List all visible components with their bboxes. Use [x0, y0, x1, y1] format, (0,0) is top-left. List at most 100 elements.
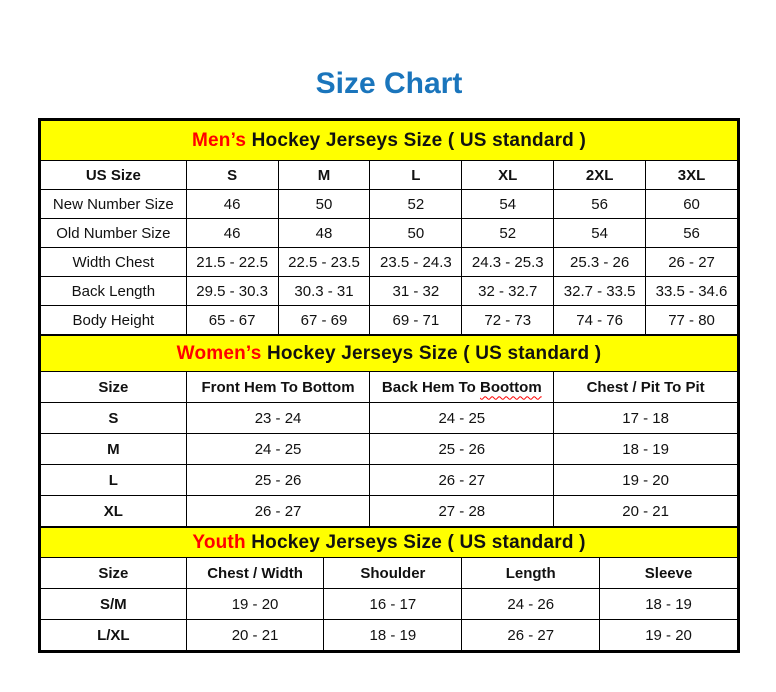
table-cell: 65 - 67: [185, 305, 279, 335]
table-cell: 26 - 27: [645, 247, 738, 277]
table-row: New Number Size 46 50 52 54 56 60: [40, 189, 738, 219]
size-table-womens: Women’s Hockey Jerseys Size ( US standar…: [40, 335, 738, 527]
table-cell: 54: [553, 218, 647, 248]
mens-band-row: Men’s Hockey Jerseys Size ( US standard …: [40, 120, 738, 161]
table-cell: 30.3 - 31: [277, 276, 371, 306]
table-cell: 52: [369, 189, 463, 219]
womens-band-row: Women’s Hockey Jerseys Size ( US standar…: [40, 335, 738, 372]
table-cell: 69 - 71: [369, 305, 463, 335]
table-cell: 17 - 18: [553, 402, 738, 434]
table-cell: 23 - 24: [185, 402, 371, 434]
table-row: L 25 - 26 26 - 27 19 - 20: [40, 464, 738, 496]
table-cell: 67 - 69: [277, 305, 371, 335]
table-cell: 25 - 26: [185, 464, 371, 496]
table-cell: 18 - 19: [553, 433, 738, 465]
table-cell: 77 - 80: [645, 305, 738, 335]
row-label: Old Number Size: [40, 218, 187, 248]
table-row: Old Number Size 46 48 50 52 54 56: [40, 218, 738, 248]
table-row: XL 26 - 27 27 - 28 20 - 21: [40, 495, 738, 527]
column-header: Chest / Width: [185, 557, 325, 589]
table-cell: 20 - 21: [553, 495, 738, 527]
table-cell: 48: [277, 218, 371, 248]
table-cell: 27 - 28: [369, 495, 555, 527]
table-cell: 26 - 27: [185, 495, 371, 527]
column-header: US Size: [40, 160, 187, 190]
table-cell: 18 - 19: [323, 619, 463, 651]
column-header: Front Hem To Bottom: [185, 371, 371, 403]
table-cell: 60: [645, 189, 738, 219]
table-cell: 16 - 17: [323, 588, 463, 620]
table-row: S/M 19 - 20 16 - 17 24 - 26 18 - 19: [40, 588, 738, 620]
table-cell: 24 - 26: [461, 588, 601, 620]
table-cell: 18 - 19: [599, 588, 738, 620]
table-cell: 24.3 - 25.3: [461, 247, 555, 277]
table-cell: 21.5 - 22.5: [185, 247, 279, 277]
table-cell: 33.5 - 34.6: [645, 276, 738, 306]
table-cell: 26 - 27: [369, 464, 555, 496]
row-label: XL: [40, 495, 187, 527]
page-title: Size Chart: [315, 67, 463, 100]
table-cell: 52: [461, 218, 555, 248]
table-cell: 19 - 20: [553, 464, 738, 496]
column-header: 2XL: [553, 160, 647, 190]
womens-header-rest: Hockey Jerseys Size ( US standard ): [261, 342, 602, 364]
column-header: Sleeve: [599, 557, 738, 589]
table-cell: 26 - 27: [461, 619, 601, 651]
table-cell: 32.7 - 33.5: [553, 276, 647, 306]
table-cell: 32 - 32.7: [461, 276, 555, 306]
table-cell: 56: [553, 189, 647, 219]
table-cell: 22.5 - 23.5: [277, 247, 371, 277]
table-cell: 25 - 26: [369, 433, 555, 465]
table-row: M 24 - 25 25 - 26 18 - 19: [40, 433, 738, 465]
table-cell: 19 - 20: [599, 619, 738, 651]
row-label: L/XL: [40, 619, 187, 651]
youth-section-header: Youth Hockey Jerseys Size ( US standard …: [40, 527, 738, 558]
row-label: S/M: [40, 588, 187, 620]
table-cell: 74 - 76: [553, 305, 647, 335]
row-label: Body Height: [40, 305, 187, 335]
row-label: New Number Size: [40, 189, 187, 219]
document-body: Size Chart Men’s Hockey Jerseys Size ( U…: [38, 0, 740, 653]
table-cell: 50: [277, 189, 371, 219]
column-header: Back Hem To Boottom: [369, 371, 555, 403]
row-label: L: [40, 464, 187, 496]
size-table-youth-body: Youth Hockey Jerseys Size ( US standard …: [40, 527, 738, 651]
table-cell: 25.3 - 26: [553, 247, 647, 277]
column-header: Length: [461, 557, 601, 589]
table-row: Width Chest 21.5 - 22.5 22.5 - 23.5 23.5 - …: [40, 247, 738, 277]
column-header: Shoulder: [323, 557, 463, 589]
column-header: S: [185, 160, 279, 190]
mens-header-highlight: Men’s: [192, 129, 247, 151]
table-cell: 23.5 - 24.3: [369, 247, 463, 277]
youth-header-highlight: Youth: [192, 531, 246, 553]
table-cell: 31 - 32: [369, 276, 463, 306]
youth-band-row: Youth Hockey Jerseys Size ( US standard …: [40, 527, 738, 558]
table-cell: 29.5 - 30.3: [185, 276, 279, 306]
column-header: 3XL: [645, 160, 738, 190]
table-cell: 24 - 25: [369, 402, 555, 434]
womens-column-header-row: Size Front Hem To Bottom Back Hem To Boott…: [40, 371, 738, 403]
womens-header-highlight: Women’s: [176, 342, 262, 364]
mens-column-header-row: US Size S M L XL 2XL 3XL: [40, 160, 738, 190]
size-table-youth: Youth Hockey Jerseys Size ( US standard …: [40, 527, 738, 651]
size-table-mens: Men’s Hockey Jerseys Size ( US standard …: [40, 120, 738, 335]
table-row: Body Height 65 - 67 67 - 69 69 - 71 72 - 73 7…: [40, 305, 738, 335]
row-label: Back Length: [40, 276, 187, 306]
table-cell: 19 - 20: [185, 588, 325, 620]
table-row: S 23 - 24 24 - 25 17 - 18: [40, 402, 738, 434]
youth-header-rest: Hockey Jerseys Size ( US standard ): [245, 531, 586, 553]
mens-section-header: Men’s Hockey Jerseys Size ( US standard …: [40, 120, 738, 161]
column-header: L: [369, 160, 463, 190]
table-cell: 50: [369, 218, 463, 248]
column-header: XL: [461, 160, 555, 190]
table-cell: 46: [185, 218, 279, 248]
row-label: S: [40, 402, 187, 434]
column-header: Size: [40, 371, 187, 403]
row-label: Width Chest: [40, 247, 187, 277]
column-header: Size: [40, 557, 187, 589]
size-table-womens-body: Women’s Hockey Jerseys Size ( US standar…: [40, 335, 738, 527]
column-header: Chest / Pit To Pit: [553, 371, 738, 403]
table-row: Back Length 29.5 - 30.3 30.3 - 31 31 - 32 32…: [40, 276, 738, 306]
row-label: M: [40, 433, 187, 465]
